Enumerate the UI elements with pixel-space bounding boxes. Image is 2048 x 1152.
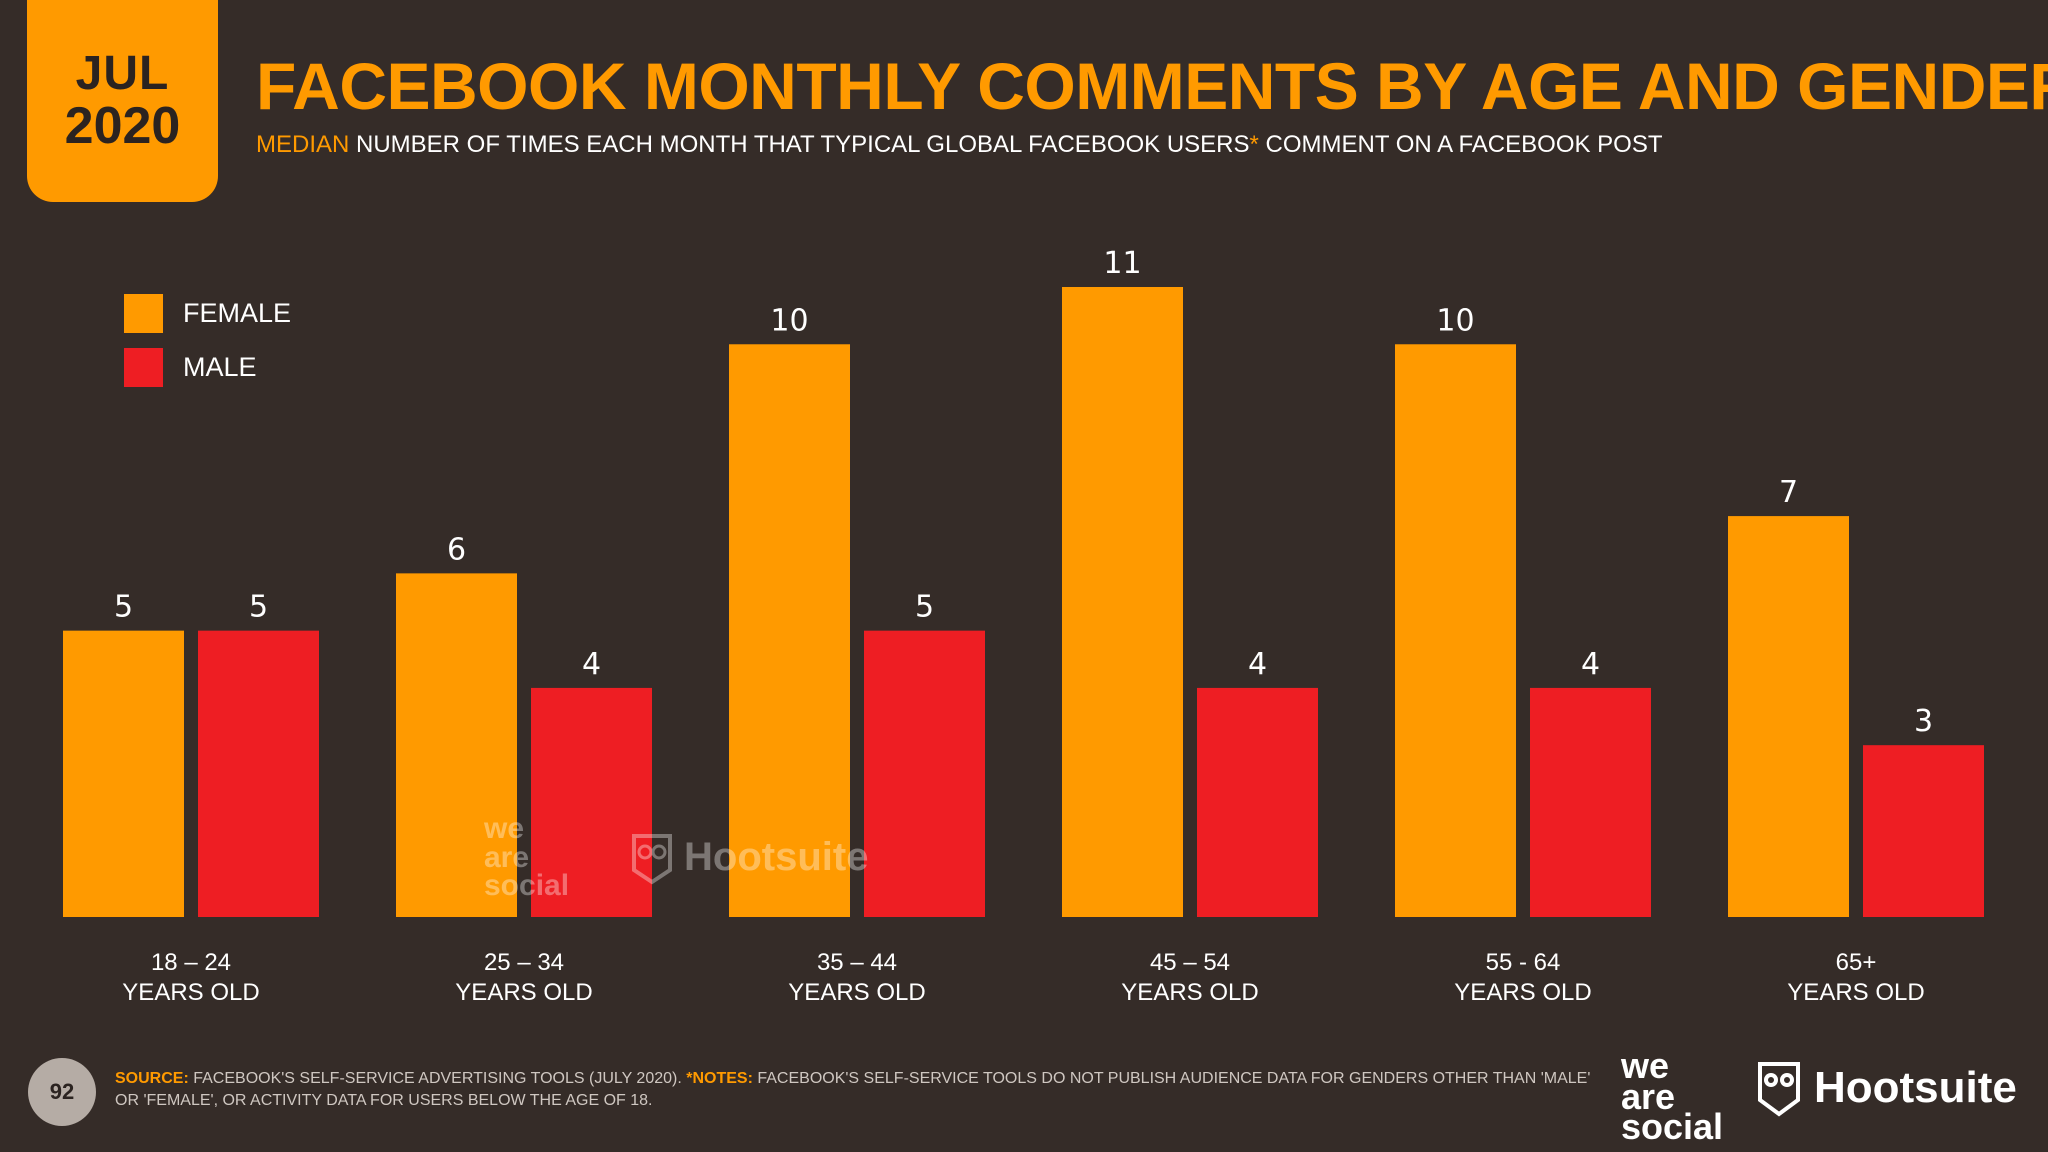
legend: FEMALE MALE <box>124 293 291 401</box>
data-label-female: 10 <box>1436 303 1474 338</box>
watermark-word: are <box>484 840 530 874</box>
x-tick-label: 35 – 44 <box>817 949 897 976</box>
logo-word: social <box>1621 1106 1724 1148</box>
data-label-male: 4 <box>1248 647 1267 682</box>
bar-female <box>1395 344 1516 918</box>
we-are-social-logo: we are social <box>1621 1045 1724 1148</box>
data-label-male: 4 <box>582 647 601 682</box>
bar-female <box>1062 287 1183 917</box>
data-label-male: 5 <box>249 590 268 625</box>
x-tick-sublabel: YEARS OLD <box>122 979 259 1006</box>
subtitle-highlight: MEDIAN <box>256 131 350 158</box>
bar-female <box>396 573 517 917</box>
data-label-female: 10 <box>770 303 808 338</box>
x-tick-label: 55 - 64 <box>1486 949 1561 976</box>
page-number-wrap: 92 <box>28 1058 96 1126</box>
chart-title: FACEBOOK MONTHLY COMMENTS BY AGE AND GEN… <box>256 49 2048 123</box>
legend-label-female: FEMALE <box>183 297 292 328</box>
bar-male <box>198 630 319 917</box>
subtitle-text-2: COMMENT ON A FACEBOOK POST <box>1258 131 1663 158</box>
subtitle-asterisk: * <box>1249 131 1259 158</box>
footnote: SOURCE: FACEBOOK'S SELF-SERVICE ADVERTIS… <box>115 1068 1595 1111</box>
watermark-word: social <box>484 869 570 902</box>
x-tick-label: 18 – 24 <box>151 949 231 976</box>
watermark-brand: Hootsuite <box>684 835 869 880</box>
x-tick-sublabel: YEARS OLD <box>1121 979 1258 1006</box>
data-label-male: 3 <box>1914 704 1933 739</box>
x-tick-label: 65+ <box>1836 949 1877 976</box>
bar-male <box>1530 687 1651 917</box>
watermark-wordmark: we are social <box>484 812 594 902</box>
logo-word: we <box>1621 1045 1670 1086</box>
x-tick-label: 45 – 54 <box>1150 949 1230 976</box>
date-badge: JUL 2020 <box>27 0 218 202</box>
bar-female <box>1728 516 1849 917</box>
x-tick-sublabel: YEARS OLD <box>788 979 925 1006</box>
bar-male <box>1863 745 1984 917</box>
source-label: SOURCE: <box>115 1070 189 1087</box>
owl-icon <box>632 833 672 885</box>
hootsuite-logo: Hootsuite <box>1756 1058 2017 1118</box>
legend-item-female: FEMALE <box>124 293 291 333</box>
source-text: FACEBOOK'S SELF-SERVICE ADVERTISING TOOL… <box>188 1070 687 1087</box>
x-tick-sublabel: YEARS OLD <box>1787 979 1924 1006</box>
chart-subtitle: MEDIAN NUMBER OF TIMES EACH MONTH THAT T… <box>256 131 1663 159</box>
bar-female <box>63 630 184 917</box>
bar-male <box>531 687 652 917</box>
x-tick-label: 25 – 34 <box>484 949 564 976</box>
data-label-female: 11 <box>1103 246 1141 281</box>
bar-male <box>1197 687 1318 917</box>
x-tick-sublabel: YEARS OLD <box>1454 979 1591 1006</box>
data-label-female: 6 <box>447 532 466 567</box>
subtitle-text-1: NUMBER OF TIMES EACH MONTH THAT TYPICAL … <box>349 131 1250 158</box>
page-number: 92 <box>28 1058 96 1126</box>
watermark: we are social Hootsuite <box>484 812 868 902</box>
bar-female <box>729 344 850 918</box>
legend-item-male: MALE <box>124 347 291 387</box>
watermark-word: we <box>484 812 525 845</box>
bar-male <box>864 630 985 917</box>
notes-label: *NOTES: <box>686 1070 753 1087</box>
data-label-female: 5 <box>114 590 133 625</box>
data-label-male: 5 <box>915 590 934 625</box>
x-tick-sublabel: YEARS OLD <box>455 979 592 1006</box>
owl-icon <box>1758 1062 1800 1117</box>
data-label-female: 7 <box>1779 475 1798 510</box>
legend-swatch-male <box>124 347 163 387</box>
data-label-male: 4 <box>1581 647 1600 682</box>
badge-month: JUL <box>75 46 170 100</box>
watermark-hootsuite: Hootsuite <box>630 830 868 886</box>
hootsuite-wordmark: Hootsuite <box>1814 1063 2017 1112</box>
badge-year: 2020 <box>64 96 181 155</box>
notes-text: FACEBOOK'S SELF-SERVICE TOOLS DO NOT PUB… <box>115 1070 1591 1109</box>
bar-chart: 5 5 18 – 24 YEARS OLD 6 4 25 – 34 YEARS OLD 10 5 3… <box>63 246 1984 1006</box>
legend-label-male: MALE <box>183 351 257 382</box>
logo-word: are <box>1621 1075 1676 1117</box>
legend-swatch-female <box>124 293 163 333</box>
